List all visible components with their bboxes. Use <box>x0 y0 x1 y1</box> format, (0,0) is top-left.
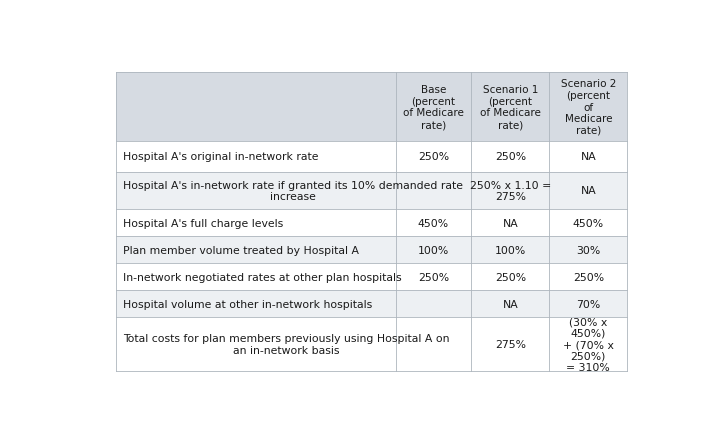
Text: Hospital A's in-network rate if granted its 10% demanded rate
increase: Hospital A's in-network rate if granted … <box>123 180 463 202</box>
Text: 70%: 70% <box>576 299 600 309</box>
Text: Plan member volume treated by Hospital A: Plan member volume treated by Hospital A <box>123 245 359 255</box>
Bar <box>116 73 627 142</box>
Bar <box>116 237 627 264</box>
Text: 250%: 250% <box>418 272 449 282</box>
Text: 450%: 450% <box>573 218 604 228</box>
Text: In-network negotiated rates at other plan hospitals: In-network negotiated rates at other pla… <box>123 272 401 282</box>
Text: 250%: 250% <box>495 272 526 282</box>
Text: NA: NA <box>581 186 596 196</box>
Bar <box>116 142 627 172</box>
Bar <box>116 264 627 291</box>
Text: 250%: 250% <box>573 272 604 282</box>
Bar <box>116 172 627 210</box>
Bar <box>116 291 627 318</box>
Bar <box>116 210 627 237</box>
Text: 250%: 250% <box>418 152 449 162</box>
Text: Scenario 2
(percent
of
Medicare
rate): Scenario 2 (percent of Medicare rate) <box>560 79 616 135</box>
Text: 275%: 275% <box>495 339 526 350</box>
Text: Hospital A's full charge levels: Hospital A's full charge levels <box>123 218 283 228</box>
Text: (30% x
450%)
+ (70% x
250%)
= 310%: (30% x 450%) + (70% x 250%) = 310% <box>563 316 614 372</box>
Text: 450%: 450% <box>418 218 449 228</box>
Text: Scenario 1
(percent
of Medicare
rate): Scenario 1 (percent of Medicare rate) <box>480 85 541 130</box>
Text: Base
(percent
of Medicare
rate): Base (percent of Medicare rate) <box>403 85 464 130</box>
Text: 250%: 250% <box>495 152 526 162</box>
Text: 100%: 100% <box>494 245 526 255</box>
Text: Total costs for plan members previously using Hospital A on
an in-network basis: Total costs for plan members previously … <box>123 334 450 355</box>
Text: 100%: 100% <box>418 245 449 255</box>
Text: NA: NA <box>502 218 518 228</box>
Text: Hospital volume at other in-network hospitals: Hospital volume at other in-network hosp… <box>123 299 372 309</box>
Text: NA: NA <box>581 152 596 162</box>
Text: NA: NA <box>502 299 518 309</box>
Text: 250% x 1.10 =
275%: 250% x 1.10 = 275% <box>470 180 551 202</box>
Text: 30%: 30% <box>576 245 600 255</box>
Bar <box>116 318 627 371</box>
Text: Hospital A's original in-network rate: Hospital A's original in-network rate <box>123 152 318 162</box>
